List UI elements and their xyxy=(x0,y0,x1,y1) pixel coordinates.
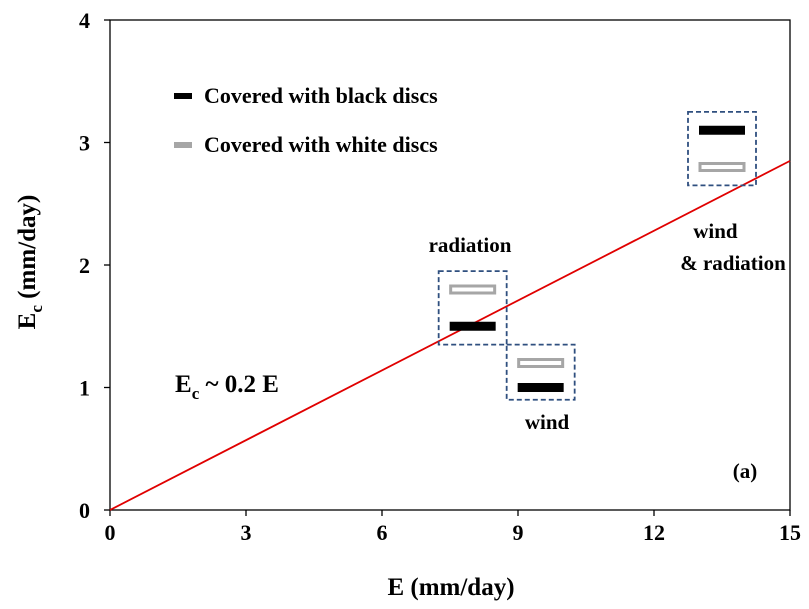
panel-label: (a) xyxy=(733,459,758,483)
group-box-2 xyxy=(687,110,757,187)
y-tick-label: 2 xyxy=(79,253,90,278)
fit-equation-rest: ~ 0.2 E xyxy=(199,371,279,398)
marker-white-disc xyxy=(517,358,565,368)
y-axis-title: Ec (mm/day) xyxy=(14,195,46,330)
fit-line xyxy=(109,160,791,511)
marker-black-disc xyxy=(449,321,496,331)
group-box-1 xyxy=(505,343,576,401)
group-label-wind: wind xyxy=(525,410,570,434)
group-label-radiation: radiation xyxy=(429,233,512,257)
x-tick-label: 9 xyxy=(513,520,524,545)
group-label-wind-radiation: wind & radiation xyxy=(680,219,786,275)
markers xyxy=(449,125,746,392)
legend-swatch-black xyxy=(174,93,192,99)
legend-label-black: Covered with black discs xyxy=(204,83,438,108)
legend-swatch-white xyxy=(174,142,192,148)
marker-white-disc xyxy=(449,284,497,295)
fit-equation-sub: c xyxy=(192,384,200,403)
group-box-0 xyxy=(437,270,508,346)
plot-frame xyxy=(104,19,791,516)
y-tick-label: 0 xyxy=(79,498,90,523)
marker-white-disc xyxy=(698,162,746,172)
y-axis-title-rest: (mm/day) xyxy=(14,195,41,305)
fit-equation-main: E xyxy=(175,371,192,398)
y-tick-label: 1 xyxy=(79,376,90,401)
legend-label-white: Covered with white discs xyxy=(204,132,438,157)
x-tick-label: 0 xyxy=(105,520,116,545)
fit-equation: Ec ~ 0.2 E xyxy=(175,371,279,403)
x-tick-label: 15 xyxy=(779,520,801,545)
x-tick-label: 6 xyxy=(377,520,388,545)
y-tick-label: 4 xyxy=(79,8,90,33)
legend: Covered with black discs Covered with wh… xyxy=(174,83,438,157)
marker-black-disc xyxy=(699,125,745,135)
y-tick-label: 3 xyxy=(79,131,90,156)
y-axis-title-main: E xyxy=(14,313,41,330)
group-label-wind-radiation-line2: & radiation xyxy=(680,251,786,275)
fit-line-layer xyxy=(109,160,791,511)
group-boxes xyxy=(437,110,757,401)
x-tick-label: 12 xyxy=(643,520,665,545)
x-axis-title: E (mm/day) xyxy=(387,574,514,601)
y-axis-title-sub: c xyxy=(27,305,46,313)
marker-black-disc xyxy=(517,383,564,392)
group-label-wind-radiation-line1: wind xyxy=(693,219,738,243)
x-tick-label: 3 xyxy=(241,520,252,545)
